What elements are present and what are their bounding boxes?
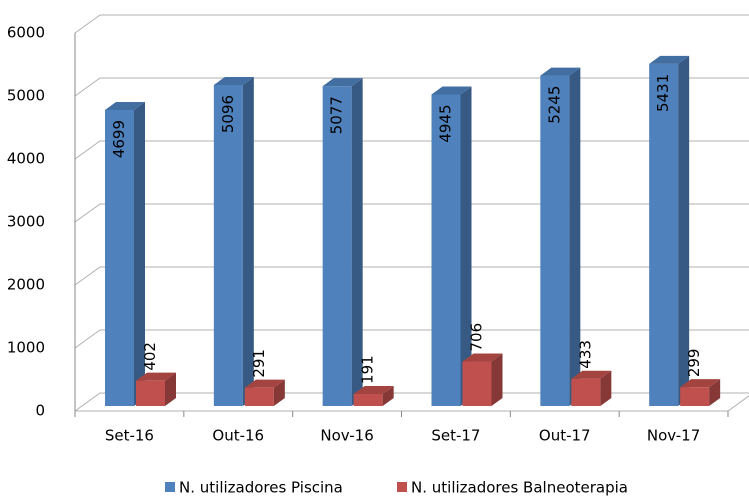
floor xyxy=(75,395,749,412)
y-tick-label: 6000 xyxy=(7,24,45,42)
data-label: 402 xyxy=(141,342,159,371)
data-label: 706 xyxy=(468,323,486,352)
legend-marker xyxy=(397,482,407,492)
data-label: 433 xyxy=(576,340,594,369)
bar xyxy=(680,387,710,406)
grid-line xyxy=(74,77,749,97)
x-tick-label: Out-17 xyxy=(539,427,591,445)
bar-top xyxy=(571,370,612,379)
bar-top xyxy=(213,76,254,85)
bar-side xyxy=(709,379,721,406)
grid-line xyxy=(74,140,749,160)
grid-line xyxy=(74,392,749,412)
x-tick-label: Nov-17 xyxy=(647,427,700,445)
bar-top xyxy=(353,385,394,394)
bar-side xyxy=(569,67,581,406)
bar-top xyxy=(322,78,363,87)
bar xyxy=(540,75,570,406)
x-tick-label: Set-16 xyxy=(105,427,154,445)
bar-top xyxy=(244,379,285,388)
bar xyxy=(244,387,274,406)
data-label: 299 xyxy=(685,349,703,378)
x-tick-label: Set-17 xyxy=(431,427,480,445)
data-label: 191 xyxy=(359,355,377,384)
bar-side xyxy=(678,55,690,407)
bar-side xyxy=(491,353,503,406)
bar xyxy=(136,380,165,406)
y-tick-label: 1000 xyxy=(7,339,45,357)
bar-side xyxy=(600,370,612,406)
bar-top xyxy=(540,67,581,76)
legend-marker xyxy=(165,482,175,492)
bar-side xyxy=(460,86,472,406)
bar-top xyxy=(136,372,176,381)
bar-side xyxy=(134,101,145,406)
bar xyxy=(213,84,243,407)
bar xyxy=(322,86,352,407)
data-label: 5077 xyxy=(328,96,346,134)
grid-line xyxy=(74,266,749,286)
bar xyxy=(431,94,461,406)
bar xyxy=(462,361,492,406)
grid-line xyxy=(74,329,749,349)
bar xyxy=(571,378,601,406)
bar-top xyxy=(105,101,145,110)
bar-top xyxy=(649,55,690,64)
data-label: 291 xyxy=(250,349,268,378)
bar-top xyxy=(680,379,721,388)
bar-side xyxy=(242,76,254,407)
bar-side xyxy=(382,385,394,406)
grid-line xyxy=(74,14,749,34)
y-tick-label: 0 xyxy=(35,402,45,420)
grid-line xyxy=(74,203,749,223)
y-tick-label: 2000 xyxy=(7,276,45,294)
y-tick-label: 4000 xyxy=(7,150,45,168)
x-tick-label: Out-16 xyxy=(212,427,264,445)
bar-top xyxy=(431,86,472,95)
data-label: 4945 xyxy=(437,104,455,142)
bar xyxy=(353,393,383,406)
bar-side xyxy=(273,379,285,406)
y-tick-label: 3000 xyxy=(7,213,45,231)
data-label: 5245 xyxy=(545,86,563,124)
legend-label: N. utilizadores Piscina xyxy=(179,479,343,497)
data-label: 5431 xyxy=(654,74,672,112)
data-label: 5096 xyxy=(219,95,237,133)
bar-side xyxy=(351,78,363,407)
x-tick-label: Nov-16 xyxy=(320,427,373,445)
y-tick-label: 5000 xyxy=(7,87,45,105)
data-label: 4699 xyxy=(110,120,128,158)
legend-label: N. utilizadores Balneoterapia xyxy=(411,479,628,497)
bar-top xyxy=(462,353,503,362)
bar xyxy=(649,63,679,407)
bar-side xyxy=(165,372,176,406)
bar xyxy=(105,109,134,406)
